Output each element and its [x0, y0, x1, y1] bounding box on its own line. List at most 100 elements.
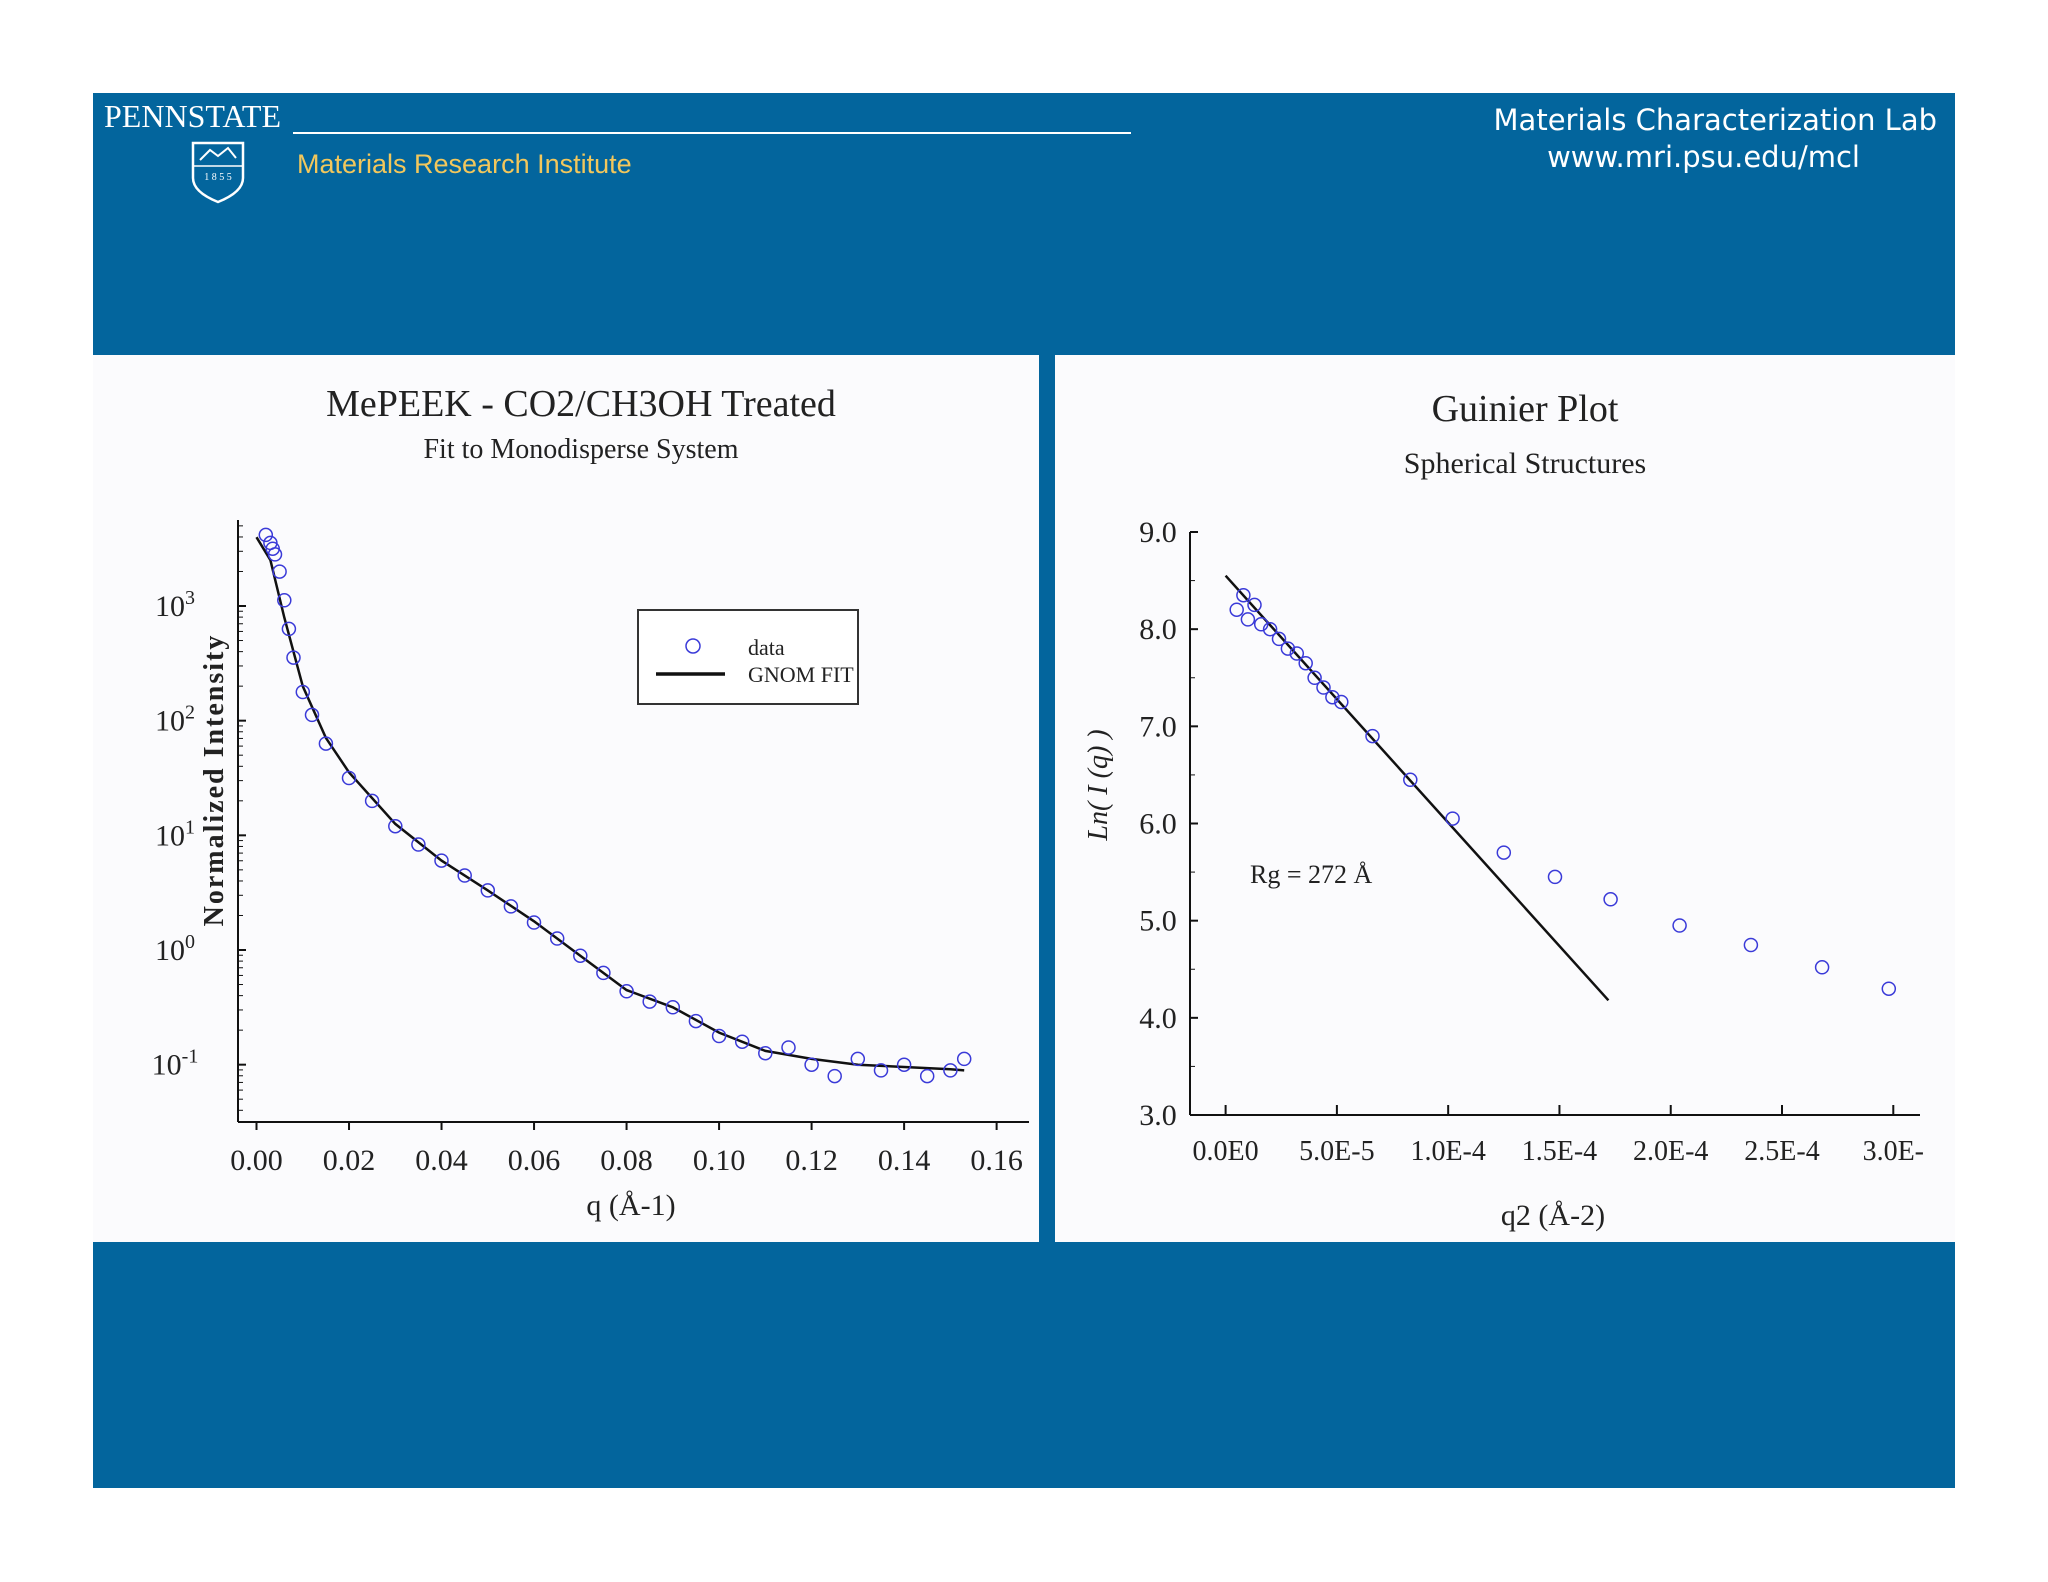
chart2-data-point: [1253, 617, 1269, 632]
chart2-y-tick-label: 7.0: [1139, 710, 1177, 743]
chart2-data-points: [1229, 587, 1897, 996]
chart2-title: Guinier Plot: [1432, 388, 1619, 430]
chart1-data-point: [318, 736, 334, 751]
chart2-data-point: [1603, 892, 1618, 907]
chart2-x-ticks: 0.0E0 5.0E-5 1.0E-4 1.5E-4 2.0E-4 2.5E-4 3.0E-: [1193, 1105, 1924, 1167]
chart1-data-point: [341, 770, 357, 786]
chart1-data-point: [295, 684, 311, 700]
chart2-axes: [1189, 532, 1920, 1116]
chart1-data-point: [804, 1057, 819, 1072]
chart1-xlabel: q (Å-1): [586, 1189, 675, 1222]
chart1-data-point: [526, 915, 542, 930]
chart1-data-point: [827, 1068, 842, 1084]
chart1-x-tick-label: 0.00: [230, 1144, 283, 1177]
chart1-y-tick-label: 100: [155, 931, 195, 967]
guinier-panel: Guinier Plot Spherical Structures Ln( I …: [1055, 355, 1955, 1242]
chart1-x-tick-label: 0.10: [693, 1144, 746, 1177]
chart1-data-point: [258, 527, 274, 543]
chart2-data-point: [1403, 772, 1418, 788]
chart2-x-tick-label: 0.0E0: [1193, 1136, 1259, 1167]
chart1-legend: data GNOM FIT: [637, 609, 859, 705]
shield-icon: 1 8 5 5: [191, 141, 245, 204]
chart1-data-point: [364, 793, 380, 809]
chart1-data-point: [549, 931, 565, 946]
chart1-data-point: [503, 899, 519, 914]
chart2-data-point: [1247, 597, 1262, 613]
chart1-data-point: [758, 1045, 773, 1061]
chart1-y-tick-label: 10-1: [152, 1046, 199, 1082]
chart1-x-tick-label: 0.06: [508, 1144, 560, 1177]
chart2-data-point: [1229, 602, 1244, 617]
chart2-data-point: [1271, 631, 1287, 647]
chart1-data-point: [457, 868, 472, 883]
saxs-fit-panel: MePEEK - CO2/CH3OH Treated Fit to Monodi…: [93, 355, 1039, 1242]
chart1-ylabel: Normalized Intensity: [199, 634, 230, 927]
chart1-data-point: [956, 1051, 972, 1067]
chart1-data-point: [573, 948, 588, 963]
chart2-y-ticks: 3.0 4.0 5.0 6.0 7.0 8.0 9.0: [1139, 516, 1198, 1132]
chart2-y-tick-label: 6.0: [1139, 808, 1177, 841]
chart2-data-point: [1325, 689, 1340, 705]
chart1-data-point: [943, 1063, 958, 1078]
chart2-x-tick-label: 1.0E-4: [1410, 1136, 1485, 1167]
chart2-data-point: [1316, 680, 1331, 695]
chart2-y-tick-label: 4.0: [1139, 1002, 1177, 1035]
chart2-data-point: [1334, 694, 1349, 710]
chart1-data-point: [873, 1063, 889, 1078]
chart2-data-point: [1547, 869, 1563, 885]
chart2-data-point: [1365, 728, 1380, 744]
chart1-data-point: [277, 593, 292, 608]
chart1-data-point: [267, 547, 283, 562]
chart1-axes: [237, 520, 1029, 1123]
chart1-data-point: [619, 984, 634, 999]
chart1-x-tick-label: 0.04: [415, 1144, 468, 1177]
institute-name: Materials Research Institute: [297, 149, 632, 179]
panel-divider: [1039, 355, 1055, 1242]
chart1-y-tick-label: 102: [155, 702, 195, 738]
chart2-data-point: [1307, 670, 1322, 686]
chart1-data-point: [596, 965, 611, 981]
lab-url[interactable]: www.mri.psu.edu/mcl: [1547, 140, 1860, 174]
chart2-subtitle: Spherical Structures: [1404, 447, 1646, 480]
chart2-ylabel: Ln( I (q) ): [1083, 729, 1114, 841]
chart2-y-tick-label: 8.0: [1139, 613, 1177, 646]
chart1-data-points: [258, 527, 972, 1084]
chart2-data-point: [1496, 845, 1512, 860]
legend-fit-label: GNOM FIT: [748, 662, 854, 687]
chart2-annotation: Rg = 272 Å: [1250, 860, 1373, 889]
chart1-y-ticks: 103 102 101 100 10-1: [152, 525, 246, 1111]
chart1-data-point: [434, 853, 449, 868]
legend-data-label: data: [748, 635, 785, 660]
chart1-fit-curve: [255, 536, 965, 1072]
chart1-data-point: [688, 1013, 704, 1029]
chart2-data-point: [1672, 918, 1687, 933]
chart1-data-point: [642, 994, 657, 1009]
chart1-subtitle: Fit to Monodisperse System: [423, 434, 738, 465]
chart1-data-point: [281, 621, 297, 637]
chart1-data-point: [411, 837, 426, 852]
chart1-data-point: [480, 883, 496, 898]
chart2-y-tick-label: 3.0: [1139, 1099, 1177, 1132]
logo-rule: [293, 132, 1131, 134]
chart2-x-tick-label: 2.5E-4: [1744, 1136, 1819, 1167]
chart1-y-tick-label: 101: [155, 816, 195, 852]
chart2-fit-line: [1224, 574, 1610, 1002]
chart1-x-ticks: 0.00 0.02 0.04 0.06 0.08 0.10 0.12 0.14 0.16: [230, 1122, 1023, 1177]
chart2-x-tick-label: 3.0E-: [1863, 1136, 1924, 1167]
chart1-y-tick-label: 103: [155, 587, 195, 623]
chart1-title: MePEEK - CO2/CH3OH Treated: [326, 383, 836, 425]
chart2-data-point: [1743, 937, 1759, 953]
chart2-data-point: [1881, 981, 1897, 996]
chart2-xlabel: q2 (Å-2): [1501, 1199, 1605, 1232]
chart1-x-tick-label: 0.12: [785, 1144, 838, 1177]
header-banner: PENNSTATE 1 8 5 5 Materials Research Ins…: [93, 93, 1955, 355]
chart2-data-point: [1289, 646, 1305, 661]
chart1-data-point: [388, 818, 403, 834]
chart2-x-tick-label: 1.5E-4: [1522, 1136, 1597, 1167]
chart1-data-point: [781, 1040, 796, 1055]
saxs-fit-chart: MePEEK - CO2/CH3OH Treated Fit to Monodi…: [152, 383, 1029, 1222]
shield-year: 1 8 5 5: [204, 172, 232, 183]
pennstate-logo: PENNSTATE: [104, 98, 281, 134]
chart1-data-point: [850, 1051, 866, 1067]
chart2-data-point: [1236, 587, 1251, 603]
